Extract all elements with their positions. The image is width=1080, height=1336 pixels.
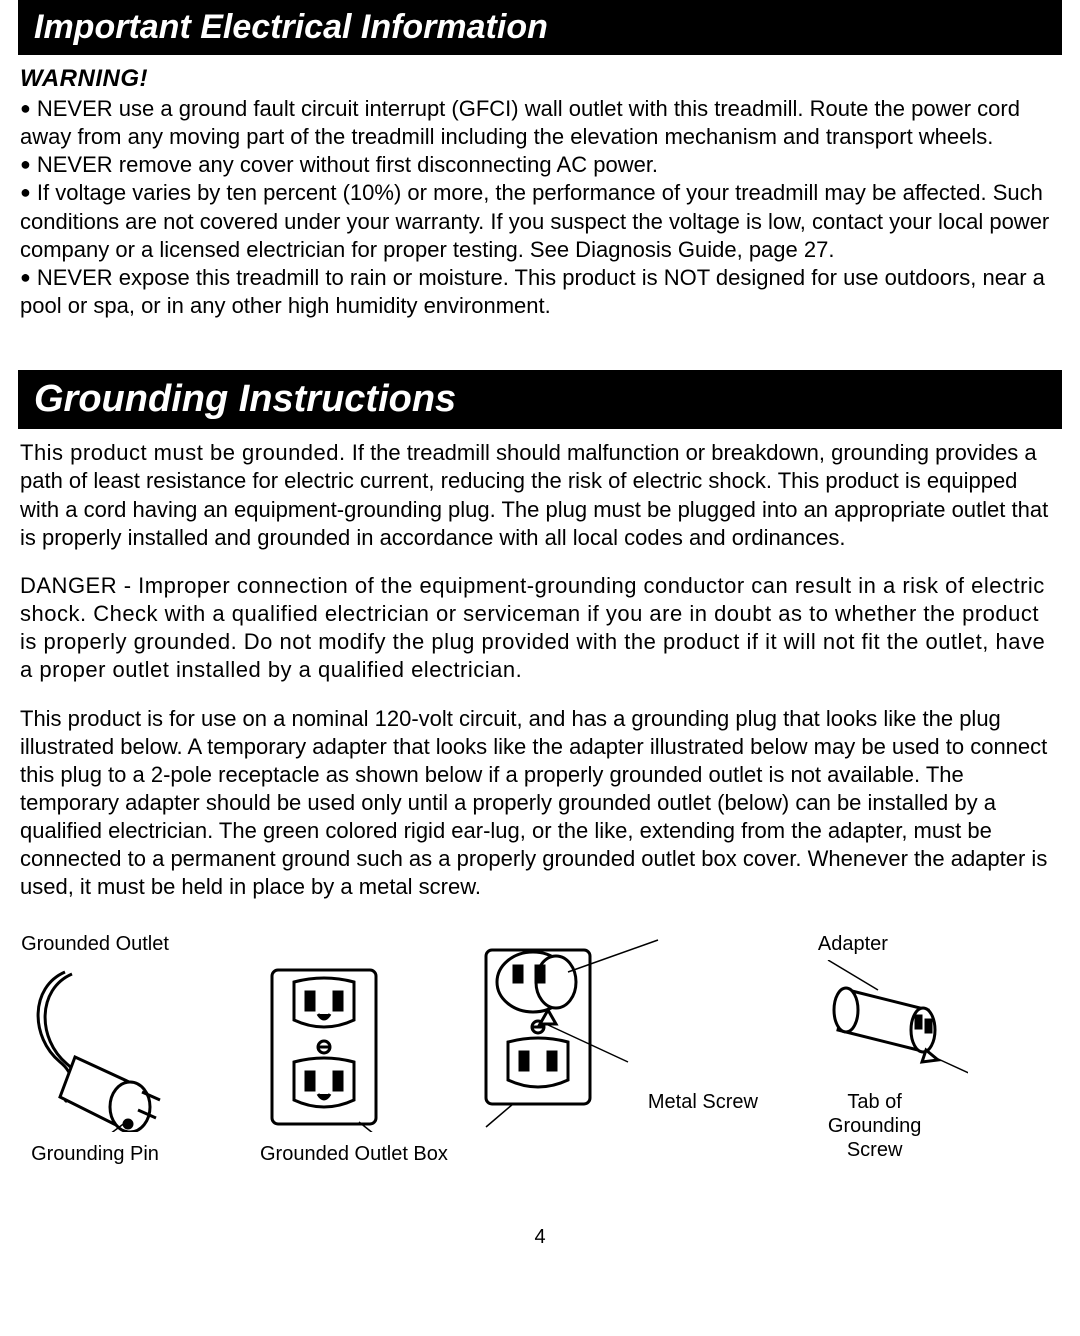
label-grounded-outlet-box: Grounded Outlet Box	[260, 1142, 448, 1166]
diagram-plug-cell: Grounded Outlet Grounding Pin	[20, 932, 170, 1166]
adapter-standalone-icon	[808, 960, 968, 1080]
bullet-3: If voltage varies by ten percent (10%) o…	[20, 179, 1060, 263]
outlet-icon	[264, 962, 384, 1132]
label-grounded-outlet: Grounded Outlet	[21, 932, 169, 956]
section2-title: Grounding Instructions	[34, 378, 456, 420]
grounding-p2: DANGER - Improper connection of the equi…	[20, 572, 1060, 685]
label-adapter: Adapter	[818, 932, 888, 956]
plug-icon	[20, 962, 170, 1132]
label-tab-grounding-screw: Tab of Grounding Screw	[828, 1090, 921, 1162]
bullet-4: NEVER expose this treadmill to rain or m…	[20, 264, 1060, 320]
diagram-adapter-labels-cell: Adapter	[808, 932, 978, 1162]
label-grounding-pin: Grounding Pin	[31, 1142, 159, 1166]
adapter-assembly-icon	[478, 932, 778, 1142]
section2-header-bar: Grounding Instructions	[18, 370, 1062, 429]
section1-title: Important Electrical Information	[34, 8, 548, 46]
section1-body: NEVER use a ground fault circuit interru…	[20, 95, 1060, 320]
diagram-outlet-cell: .	[200, 932, 448, 1166]
page-number: 4	[20, 1226, 1060, 1249]
diagram-adapter-assembly-cell	[478, 932, 778, 1142]
grounding-p1-lead: This product must be grounded.	[20, 440, 346, 465]
bullet-1: NEVER use a ground fault circuit interru…	[20, 95, 1060, 151]
bullet-2: NEVER remove any cover without first dis…	[20, 151, 1060, 179]
grounding-p3: This product is for use on a nominal 120…	[20, 705, 1060, 902]
grounding-p1: This product must be grounded. If the tr…	[20, 439, 1060, 552]
warning-label: WARNING!	[20, 65, 1060, 93]
section1-header-bar: Important Electrical Information	[18, 0, 1062, 55]
page: Important Electrical Information WARNING…	[0, 0, 1080, 1289]
diagram-row: Grounded Outlet Grounding Pin	[20, 932, 1060, 1166]
